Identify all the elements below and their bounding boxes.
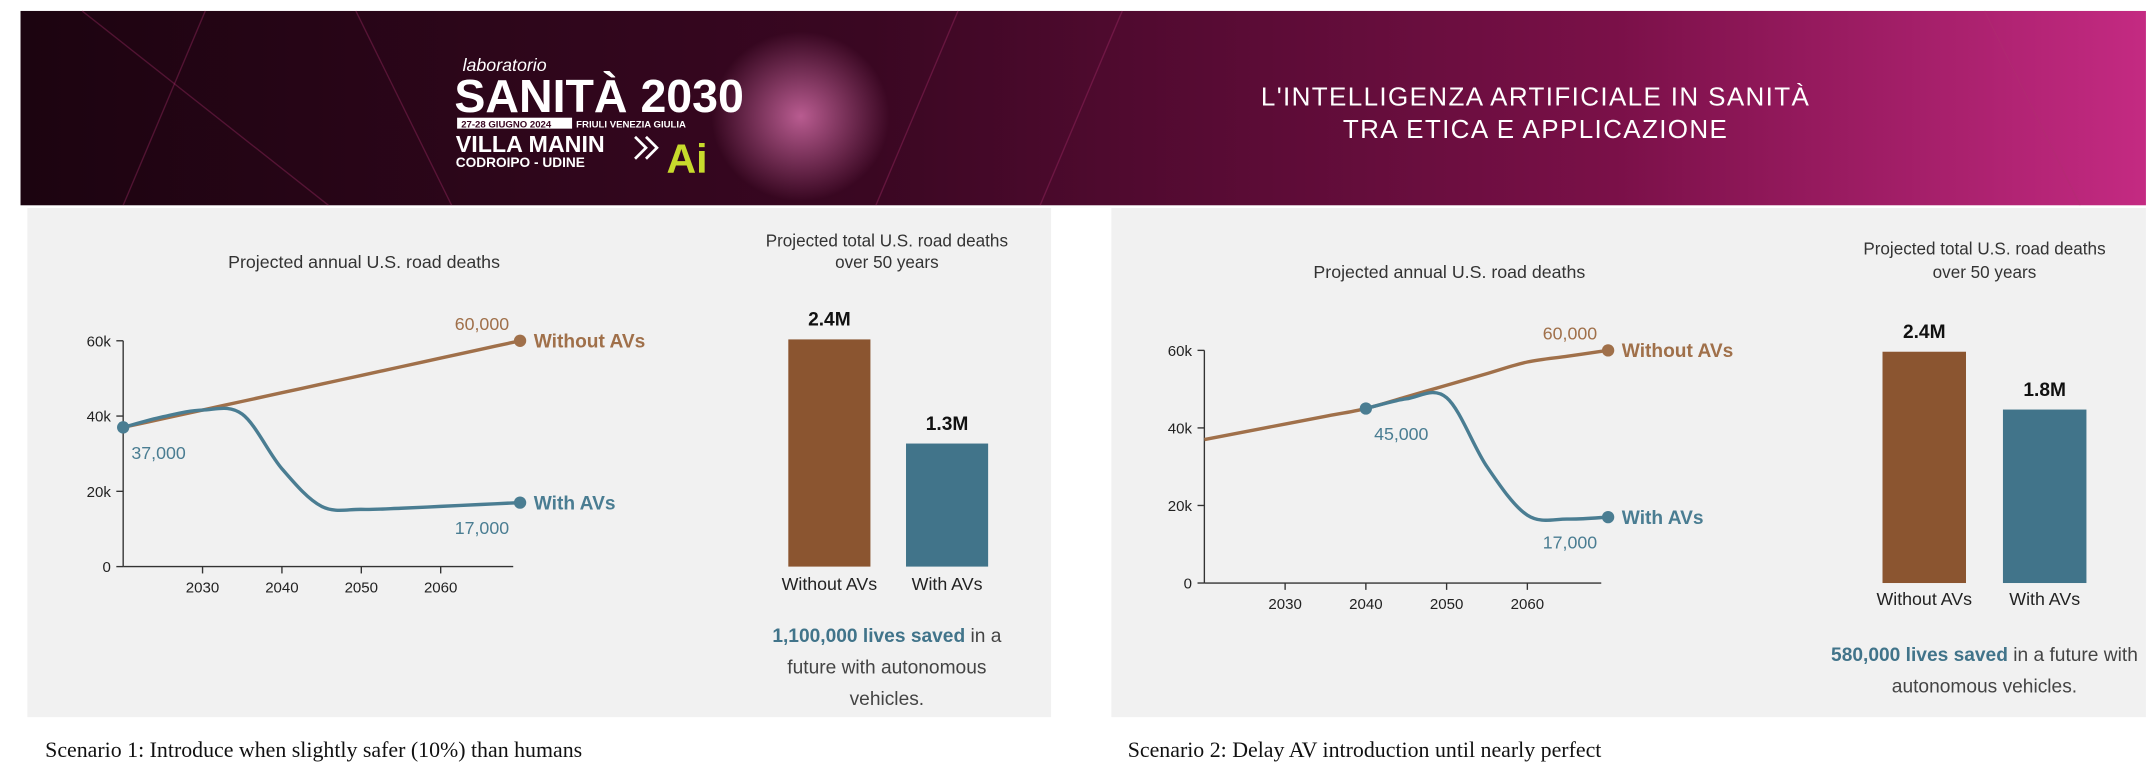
bar	[906, 444, 988, 567]
bar	[788, 339, 870, 566]
data-label: 37,000	[131, 443, 185, 463]
logo-dates: 27-28 GIUGNO 2024	[461, 119, 552, 130]
end-point	[1602, 344, 1614, 356]
end-point	[1360, 402, 1372, 414]
chart-title: Projected annual U.S. road deaths	[1313, 262, 1585, 282]
value-label: 2.4M	[1903, 322, 1946, 343]
data-label: 60,000	[1543, 323, 1597, 343]
end-point	[117, 421, 129, 433]
x-tick-label: 2060	[1511, 596, 1544, 613]
chart-title: Projected total U.S. road deaths	[1863, 240, 2105, 259]
x-tick-label: 2050	[345, 580, 378, 597]
banner-title: TRA ETICA E APPLICAZIONE	[1343, 114, 1728, 144]
end-point	[514, 335, 526, 347]
y-tick-label: 40k	[1168, 420, 1193, 437]
y-tick-label: 20k	[87, 484, 112, 501]
x-tick-label: 2030	[186, 580, 219, 597]
page: laboratorio SANITÀ 2030 27-28 GIUGNO 202…	[0, 0, 2146, 764]
note-highlight: 580,000 lives saved	[1831, 643, 2008, 665]
note-highlight: 1,100,000 lives saved	[772, 624, 965, 646]
x-tick-label: 2060	[424, 580, 457, 597]
y-tick-label: 0	[1184, 575, 1192, 592]
category-label: Without AVs	[1876, 589, 1972, 609]
value-label: 1.3M	[926, 414, 969, 435]
series-label: With AVs	[1622, 508, 1704, 529]
bar	[2003, 410, 2086, 583]
logo-venue: VILLA MANIN	[456, 131, 605, 157]
banner-title: L'INTELLIGENZA ARTIFICIALE IN SANITÀ	[1261, 81, 1810, 111]
chart-title: over 50 years	[835, 253, 939, 272]
logo-name: SANITÀ 2030	[454, 70, 744, 122]
data-label: 17,000	[455, 518, 509, 538]
x-tick-label: 2040	[265, 580, 298, 597]
y-tick-label: 60k	[87, 333, 112, 350]
chart-title: Projected annual U.S. road deaths	[228, 252, 500, 272]
chart-title: Projected total U.S. road deaths	[766, 231, 1008, 250]
end-point	[514, 496, 526, 508]
y-tick-label: 0	[102, 559, 110, 576]
summary-note: 1,100,000 lives saved in a future with a…	[757, 620, 1017, 714]
banner	[21, 11, 2146, 205]
category-label: With AVs	[2009, 589, 2080, 609]
bar	[1883, 352, 1966, 583]
x-tick-label: 2040	[1349, 596, 1382, 613]
x-tick-label: 2030	[1268, 596, 1301, 613]
y-tick-label: 60k	[1168, 343, 1193, 360]
logo-region: FRIULI VENEZIA GIULIA	[576, 119, 686, 130]
x-tick-label: 2050	[1430, 596, 1463, 613]
series-label: Without AVs	[1622, 341, 1734, 362]
category-label: With AVs	[912, 574, 983, 594]
logo-badge: Ai	[667, 135, 708, 181]
data-label: 17,000	[1543, 533, 1597, 553]
logo-place: CODROIPO - UDINE	[456, 155, 585, 170]
series-label: With AVs	[534, 493, 616, 514]
summary-note: 580,000 lives saved in a future with aut…	[1817, 639, 2146, 702]
y-tick-label: 40k	[87, 409, 112, 426]
y-tick-label: 20k	[1168, 498, 1193, 515]
data-label: 60,000	[455, 314, 509, 334]
series-label: Without AVs	[534, 332, 646, 353]
value-label: 1.8M	[2023, 380, 2066, 401]
chart-title: over 50 years	[1933, 263, 2037, 282]
scenario-caption: Scenario 1: Introduce when slightly safe…	[45, 737, 582, 762]
value-label: 2.4M	[808, 310, 851, 331]
scenario-caption: Scenario 2: Delay AV introduction until …	[1128, 737, 1602, 762]
data-label: 45,000	[1374, 424, 1428, 444]
end-point	[1602, 511, 1614, 523]
category-label: Without AVs	[782, 574, 878, 594]
